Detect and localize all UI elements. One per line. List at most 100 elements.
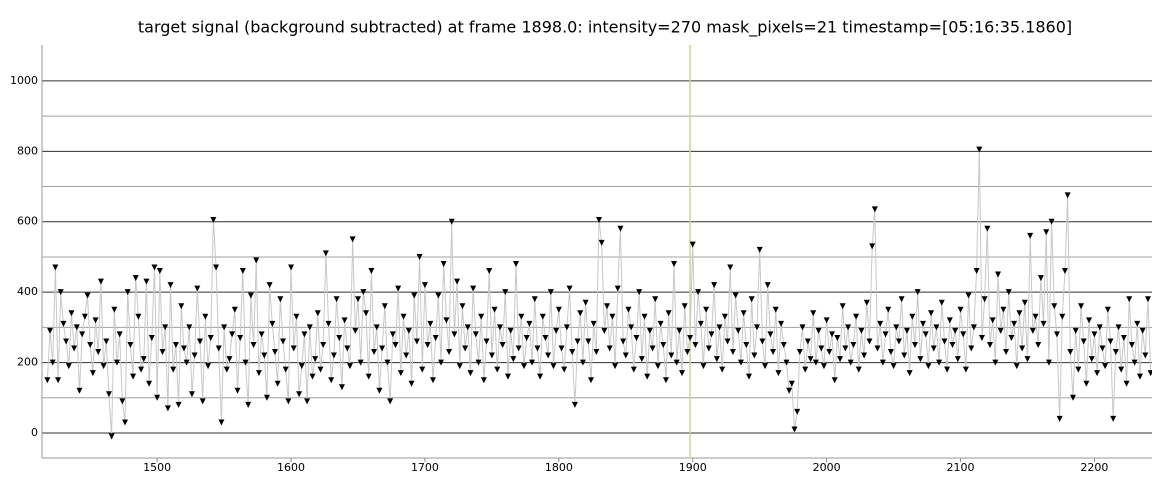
point-marker bbox=[1035, 341, 1042, 348]
point-marker bbox=[405, 327, 412, 334]
point-marker bbox=[103, 338, 110, 345]
point-marker bbox=[194, 285, 201, 292]
point-marker bbox=[207, 334, 214, 341]
point-marker bbox=[504, 373, 511, 380]
point-marker bbox=[531, 296, 538, 303]
point-marker bbox=[1064, 192, 1071, 199]
point-marker bbox=[558, 345, 565, 352]
y-tick-label: 400 bbox=[17, 285, 38, 298]
point-marker bbox=[585, 338, 592, 345]
point-marker bbox=[561, 366, 568, 373]
point-marker bbox=[735, 327, 742, 334]
point-marker bbox=[124, 289, 131, 296]
point-marker bbox=[285, 398, 292, 405]
point-marker bbox=[914, 289, 921, 296]
point-marker bbox=[156, 268, 163, 275]
point-marker bbox=[764, 282, 771, 289]
point-marker bbox=[223, 366, 230, 373]
point-marker bbox=[170, 366, 177, 373]
point-marker bbox=[191, 352, 198, 359]
point-marker bbox=[1056, 415, 1063, 422]
point-marker bbox=[1115, 324, 1122, 331]
point-marker bbox=[475, 359, 482, 366]
point-marker bbox=[1005, 289, 1012, 296]
point-marker bbox=[438, 359, 445, 366]
point-marker bbox=[1016, 310, 1023, 317]
point-marker bbox=[483, 338, 490, 345]
point-marker bbox=[239, 268, 246, 275]
point-marker bbox=[695, 289, 702, 296]
point-marker bbox=[820, 363, 827, 370]
point-marker bbox=[1043, 229, 1050, 236]
point-marker bbox=[745, 373, 752, 380]
point-marker bbox=[834, 334, 841, 341]
point-marker bbox=[1072, 327, 1079, 334]
point-marker bbox=[928, 310, 935, 317]
point-marker bbox=[470, 285, 477, 292]
point-marker bbox=[360, 289, 367, 296]
point-marker bbox=[1091, 331, 1098, 338]
point-marker bbox=[995, 271, 1002, 278]
point-marker bbox=[906, 370, 913, 377]
point-marker bbox=[756, 246, 763, 253]
point-marker bbox=[100, 363, 107, 370]
point-marker bbox=[668, 352, 675, 359]
point-marker bbox=[202, 313, 209, 320]
point-marker bbox=[81, 313, 88, 320]
point-marker bbox=[692, 341, 699, 348]
point-marker bbox=[604, 303, 611, 310]
point-marker bbox=[1051, 303, 1058, 310]
point-marker bbox=[1027, 232, 1034, 239]
point-marker bbox=[261, 352, 268, 359]
point-marker bbox=[770, 349, 777, 356]
point-marker bbox=[861, 352, 868, 359]
point-marker bbox=[1061, 268, 1068, 275]
point-marker bbox=[154, 394, 161, 401]
point-marker bbox=[780, 341, 787, 348]
point-marker bbox=[903, 327, 910, 334]
point-marker bbox=[547, 289, 554, 296]
point-marker bbox=[309, 373, 316, 380]
point-marker bbox=[550, 363, 557, 370]
point-marker bbox=[740, 310, 747, 317]
point-marker bbox=[673, 359, 680, 366]
point-marker bbox=[183, 359, 190, 366]
point-marker bbox=[502, 289, 509, 296]
point-marker bbox=[143, 278, 150, 285]
point-marker bbox=[269, 320, 276, 327]
point-marker bbox=[92, 317, 99, 324]
point-marker bbox=[1029, 327, 1036, 334]
point-marker bbox=[708, 331, 715, 338]
point-marker bbox=[188, 391, 195, 398]
point-marker bbox=[783, 359, 790, 366]
point-marker bbox=[815, 327, 822, 334]
point-marker bbox=[542, 334, 549, 341]
point-marker bbox=[226, 356, 233, 363]
point-marker bbox=[909, 313, 916, 320]
point-marker bbox=[467, 370, 474, 377]
point-marker bbox=[322, 250, 329, 257]
point-marker bbox=[571, 401, 578, 408]
point-marker bbox=[885, 306, 892, 313]
point-marker bbox=[512, 260, 519, 267]
point-marker bbox=[392, 341, 399, 348]
point-marker bbox=[499, 341, 506, 348]
point-marker bbox=[178, 303, 185, 310]
point-marker bbox=[614, 285, 621, 292]
point-marker bbox=[79, 331, 86, 338]
point-marker bbox=[895, 338, 902, 345]
point-marker bbox=[357, 359, 364, 366]
point-marker bbox=[448, 218, 455, 225]
point-marker bbox=[628, 324, 635, 331]
x-tick-label: 1900 bbox=[679, 461, 707, 474]
point-marker bbox=[665, 310, 672, 317]
point-marker bbox=[962, 366, 969, 373]
point-marker bbox=[84, 292, 91, 299]
point-marker bbox=[288, 264, 295, 271]
point-marker bbox=[831, 377, 838, 384]
point-marker bbox=[917, 356, 924, 363]
point-marker bbox=[871, 206, 878, 213]
point-marker bbox=[839, 303, 846, 310]
y-tick-label: 800 bbox=[17, 144, 38, 157]
point-marker bbox=[828, 331, 835, 338]
